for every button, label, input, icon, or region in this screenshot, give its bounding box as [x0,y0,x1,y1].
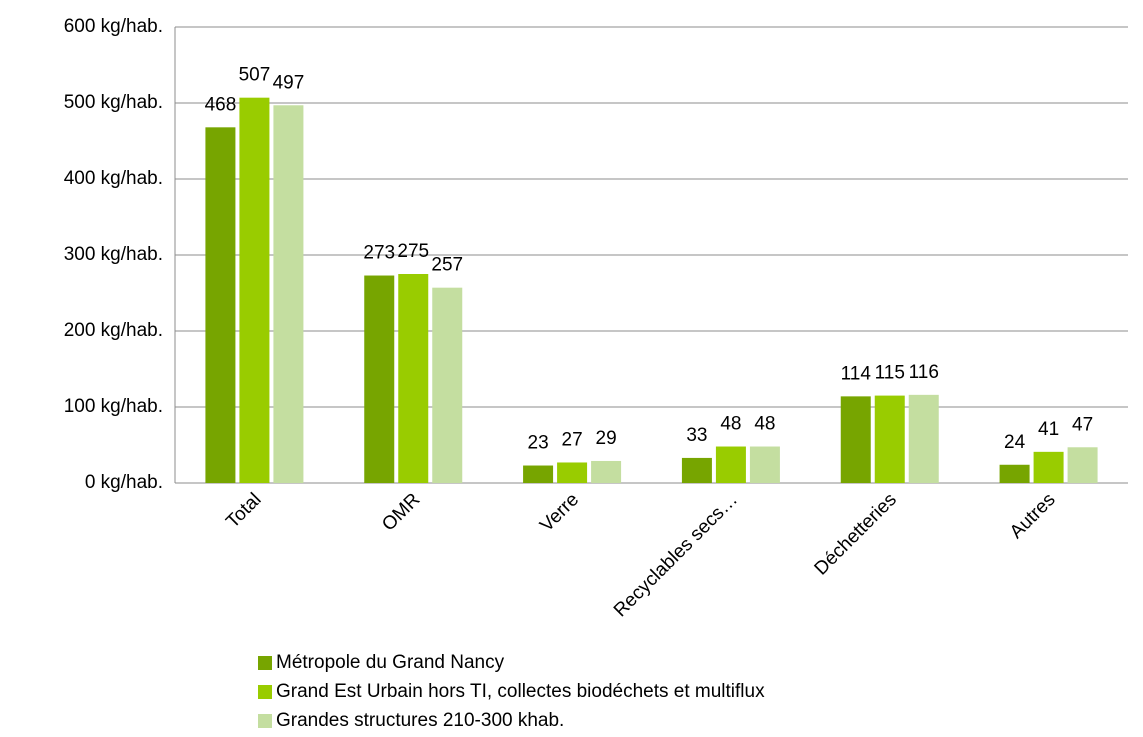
y-tick-label: 400 kg/hab. [64,168,163,189]
bar [1033,451,1064,483]
bar [557,462,588,483]
bar [364,275,395,483]
y-tick-label: 500 kg/hab. [64,92,163,113]
data-label: 116 [909,362,939,383]
data-label: 48 [754,414,775,435]
bar [1067,447,1098,483]
data-label: 23 [528,433,549,454]
data-label: 47 [1072,414,1093,435]
bar [239,97,270,484]
data-label: 257 [431,255,463,276]
x-tick-label: Recyclables secs… [610,489,742,621]
legend-label: Grandes structures 210-300 khab. [276,710,564,731]
x-tick-label: Total [222,489,265,532]
bar [908,394,939,483]
bar [591,460,622,483]
bar [398,274,429,483]
data-label: 114 [841,363,872,384]
x-tick-label: Autres [1006,489,1060,543]
y-tick-label: 600 kg/hab. [64,16,163,37]
x-tick-label: OMR [378,489,424,535]
x-tick-label: Verre [536,489,583,536]
legend-label: Grand Est Urbain hors TI, collectes biod… [276,681,765,702]
bar [273,105,304,483]
bar [205,127,236,483]
bar [681,457,712,483]
legend-swatch [258,685,272,699]
y-tick-label: 100 kg/hab. [64,396,163,417]
data-label: 41 [1038,419,1059,440]
data-label: 24 [1004,432,1026,453]
data-label: 115 [875,363,905,384]
data-label: 275 [397,241,429,262]
x-tick-label: Déchetteries [811,489,901,579]
legend-swatch [258,714,272,728]
data-label: 273 [363,243,395,264]
y-tick-label: 300 kg/hab. [64,244,163,265]
bar [715,446,746,483]
bar [874,395,905,483]
bar [749,446,780,483]
bar [840,396,871,483]
data-label: 29 [596,428,617,449]
data-label: 468 [205,94,237,115]
legend-swatch [258,656,272,670]
bar [432,287,463,483]
data-label: 497 [273,72,305,93]
data-label: 507 [239,65,271,86]
data-label: 48 [720,414,741,435]
data-label: 33 [686,425,707,446]
data-label: 27 [562,429,583,450]
y-tick-label: 0 kg/hab. [85,472,163,493]
bar [999,464,1030,483]
y-tick-label: 200 kg/hab. [64,320,163,341]
bar [523,465,554,483]
legend-label: Métropole du Grand Nancy [276,652,505,673]
